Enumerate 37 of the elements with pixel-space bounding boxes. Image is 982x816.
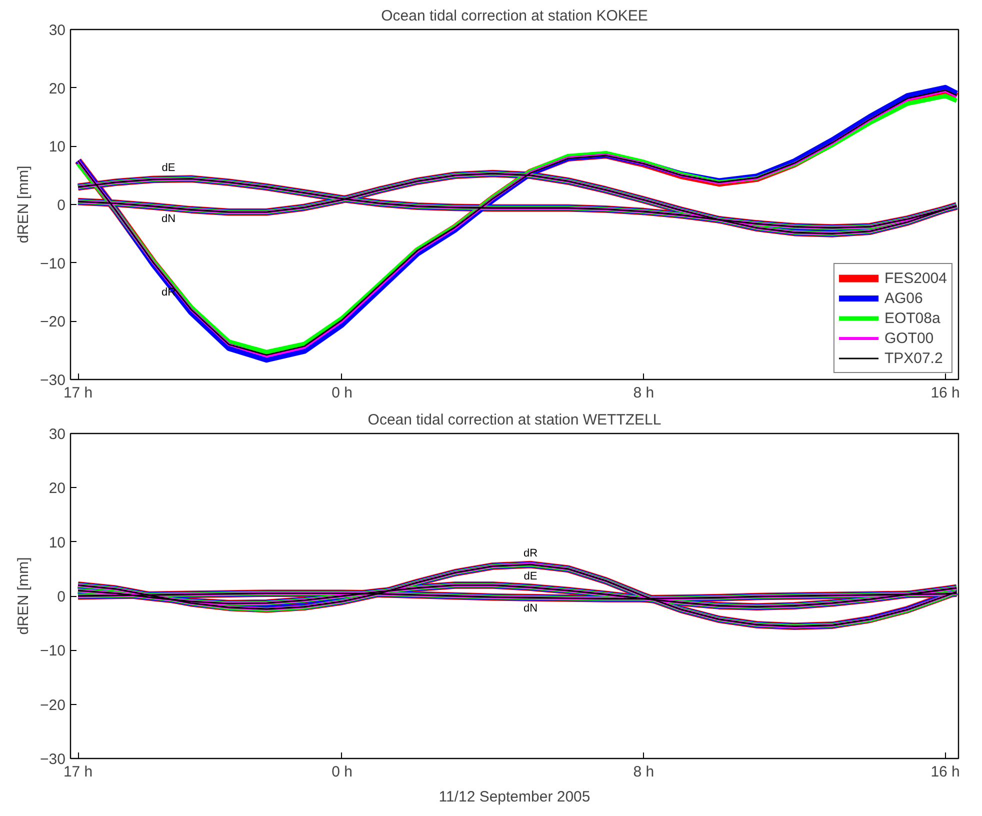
y-tick-label: 0	[57, 197, 66, 214]
y-tick-label: −10	[40, 255, 66, 272]
x-axis-title: 11/12 September 2005	[438, 788, 590, 806]
y-tick-label: −20	[40, 314, 66, 331]
x-tick-label: 0 h	[332, 764, 352, 780]
y-axis-title: dREN [mm]	[15, 557, 32, 635]
x-tick-label: 17 h	[63, 384, 93, 402]
y-tick-label: −30	[40, 751, 66, 768]
x-tick-label: 16 h	[930, 764, 960, 780]
annotation: dN	[162, 213, 176, 225]
legend-label: TPX07.2	[884, 350, 943, 366]
legend-label: EOT08a	[884, 310, 940, 326]
y-tick-label: −20	[40, 696, 66, 714]
x-tick-label: 0 h	[332, 384, 352, 402]
y-tick-label: 30	[48, 426, 66, 443]
annotation: dR	[523, 548, 538, 560]
chart-title: Ocean tidal correction at station WETTZELL	[368, 412, 662, 428]
x-tick-label: 8 h	[633, 384, 654, 402]
y-tick-label: 10	[48, 138, 66, 156]
legend-label: AG06	[884, 290, 923, 306]
legend-label: FES2004	[884, 270, 947, 286]
x-tick-label: 16 h	[930, 384, 960, 402]
y-tick-label: 20	[48, 480, 66, 498]
y-tick-label: 30	[48, 22, 66, 39]
annotation: dE	[524, 570, 538, 582]
y-tick-label: 20	[48, 80, 66, 98]
y-tick-label: −30	[40, 372, 66, 389]
annotation: dE	[162, 162, 176, 174]
y-axis-title: dREN [mm]	[15, 166, 32, 244]
annotation: dN	[523, 602, 538, 615]
y-tick-label: 10	[48, 534, 66, 552]
chart-title: Ocean tidal correction at station KOKEE	[381, 8, 648, 24]
x-tick-label: 8 h	[633, 764, 654, 780]
x-tick-label: 17 h	[63, 764, 93, 780]
y-tick-label: 0	[57, 588, 66, 606]
y-tick-label: −10	[40, 642, 66, 660]
legend-label: GOT00	[884, 330, 934, 346]
